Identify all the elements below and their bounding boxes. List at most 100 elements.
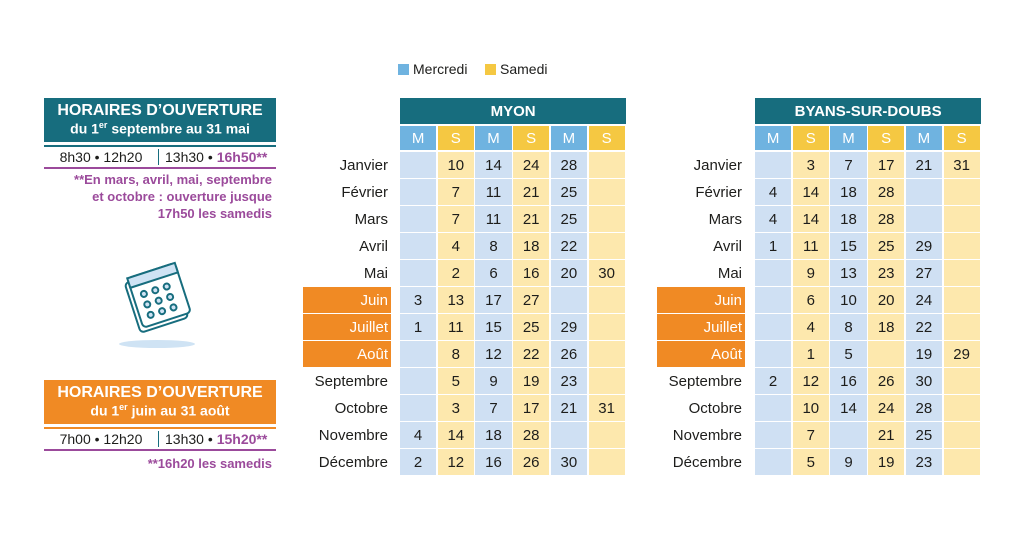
- day-cell: [830, 422, 867, 448]
- day-cell: 7: [437, 179, 474, 205]
- day-cell: 25: [905, 422, 942, 448]
- day-cell: 7: [437, 206, 474, 232]
- day-cell: [755, 395, 792, 421]
- day-cell: 15: [830, 233, 867, 259]
- panel-header: HORAIRES D’OUVERTURE du 1er juin au 31 ao…: [44, 380, 276, 424]
- day-cell: [868, 341, 905, 367]
- day-cell: 12: [437, 449, 474, 475]
- day-cell: [943, 368, 980, 394]
- column-header: S: [588, 126, 625, 150]
- day-cell: [400, 152, 437, 178]
- day-cell: 29: [905, 233, 942, 259]
- hours-row: 7h00 • 12h20 13h30 • 15h20**: [44, 427, 276, 451]
- day-cell: 15: [475, 314, 512, 340]
- day-cell: 3: [437, 395, 474, 421]
- note-line: 17h50 les samedis: [157, 206, 272, 221]
- month-label: Avril: [713, 237, 742, 255]
- subtitle-text: septembre au 31 mai: [107, 120, 250, 137]
- column-header: M: [550, 126, 587, 150]
- day-cell: 17: [868, 152, 905, 178]
- column-header: S: [792, 126, 829, 150]
- day-cell: 9: [830, 449, 867, 475]
- subtitle-sup: er: [98, 120, 108, 130]
- day-cell: [400, 368, 437, 394]
- panel-header: HORAIRES D’OUVERTURE du 1er septembre au …: [44, 98, 276, 142]
- day-cell: 14: [475, 152, 512, 178]
- day-cell: 14: [792, 206, 829, 232]
- day-cell: 30: [588, 260, 625, 286]
- day-cell: 27: [513, 287, 550, 313]
- column-header: M: [830, 126, 867, 150]
- day-cell: [943, 287, 980, 313]
- day-cell: 22: [550, 233, 587, 259]
- day-cell: 17: [475, 287, 512, 313]
- day-cell: 8: [475, 233, 512, 259]
- subtitle-text: du 1: [70, 120, 99, 137]
- day-cell: 26: [550, 341, 587, 367]
- day-cell: [400, 260, 437, 286]
- day-cell: 19: [513, 368, 550, 394]
- month-label: Février: [695, 183, 742, 201]
- note-line: **En mars, avril, mai, septembre: [74, 172, 272, 187]
- day-cell: 26: [868, 368, 905, 394]
- month-label: Mars: [708, 210, 742, 228]
- day-cell: [588, 341, 625, 367]
- day-cell: 22: [513, 341, 550, 367]
- month-label: Avril: [359, 237, 388, 255]
- month-label: Février: [341, 183, 388, 201]
- hours-highlight: 16h50**: [216, 149, 268, 165]
- day-cell: 30: [550, 449, 587, 475]
- day-cell: [905, 206, 942, 232]
- day-cell: 28: [513, 422, 550, 448]
- day-cell: 28: [905, 395, 942, 421]
- day-cell: 18: [513, 233, 550, 259]
- day-cell: 13: [437, 287, 474, 313]
- day-cell: 7: [830, 152, 867, 178]
- day-cell: 21: [513, 179, 550, 205]
- day-cell: [943, 422, 980, 448]
- day-cell: 31: [588, 395, 625, 421]
- day-cell: 29: [550, 314, 587, 340]
- day-cell: [943, 206, 980, 232]
- day-cell: 16: [513, 260, 550, 286]
- day-cell: [588, 422, 625, 448]
- day-cell: 31: [943, 152, 980, 178]
- day-cell: 4: [755, 206, 792, 232]
- hours: 13h30 •: [165, 431, 213, 447]
- day-cell: 5: [437, 368, 474, 394]
- column-header: S: [513, 126, 550, 150]
- day-cell: 10: [830, 287, 867, 313]
- day-cell: 2: [437, 260, 474, 286]
- day-cell: [755, 422, 792, 448]
- day-cell: [755, 152, 792, 178]
- day-cell: 25: [868, 233, 905, 259]
- day-cell: 3: [400, 287, 437, 313]
- day-cell: 11: [437, 314, 474, 340]
- day-cell: 25: [550, 179, 587, 205]
- month-label: Novembre: [318, 426, 388, 444]
- day-cell: 10: [437, 152, 474, 178]
- day-cell: [400, 395, 437, 421]
- calendar-icon: [119, 261, 195, 348]
- day-cell: 22: [905, 314, 942, 340]
- day-cell: 1: [400, 314, 437, 340]
- month-label: Juillet: [657, 314, 745, 340]
- day-cell: 18: [830, 179, 867, 205]
- day-cell: [588, 314, 625, 340]
- legend-swatch: [485, 64, 496, 75]
- day-cell: 1: [755, 233, 792, 259]
- subtitle-sup: er: [119, 402, 128, 412]
- day-cell: 21: [905, 152, 942, 178]
- day-cell: 2: [400, 449, 437, 475]
- day-cell: 18: [830, 206, 867, 232]
- panel-title: HORAIRES D’OUVERTURE: [57, 384, 263, 401]
- table-title: BYANS-SUR-DOUBS: [755, 98, 982, 124]
- month-label: Juillet: [303, 314, 391, 340]
- legend-label: Mercredi: [413, 61, 468, 77]
- day-cell: 7: [475, 395, 512, 421]
- day-cell: 10: [792, 395, 829, 421]
- day-cell: 28: [868, 206, 905, 232]
- day-cell: 23: [868, 260, 905, 286]
- day-cell: [400, 206, 437, 232]
